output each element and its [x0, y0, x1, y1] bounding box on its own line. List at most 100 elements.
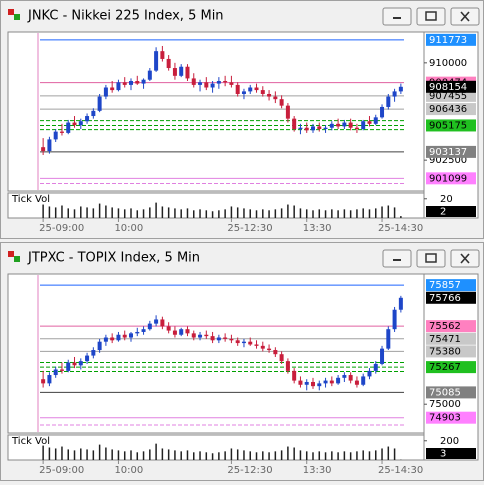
candle-body: [160, 319, 165, 327]
maximize-icon: [425, 11, 437, 21]
candle-body: [373, 117, 378, 124]
candle-body: [47, 139, 52, 152]
candle-body: [361, 376, 366, 385]
volume-tick-label: 200: [440, 436, 459, 447]
candle-body: [147, 70, 152, 80]
maximize-icon: [425, 253, 437, 263]
candle-body: [97, 96, 102, 111]
level-label: 906436: [429, 104, 467, 115]
chart-window: JTPXC - TOPIX Index, 5 Min 75000 75857 7556…: [0, 242, 484, 481]
candle-body: [103, 87, 108, 97]
level-label-box: [426, 33, 476, 46]
level-label: 75085: [429, 387, 461, 398]
candle-body: [248, 341, 253, 345]
candle-body: [354, 380, 359, 385]
candle-body: [198, 82, 203, 85]
candle-body: [354, 127, 359, 130]
candle-body: [204, 334, 209, 337]
candle-body: [336, 377, 341, 384]
candle-body: [279, 99, 284, 106]
candle-body: [116, 82, 121, 91]
level-label-box: [426, 345, 476, 358]
candle-body: [229, 338, 234, 341]
level-label-box: [426, 332, 476, 345]
minimize-icon: [393, 17, 401, 19]
candle-body: [229, 82, 234, 85]
candle-body: [204, 82, 209, 88]
candle-body: [172, 330, 177, 335]
candle-body: [285, 105, 290, 119]
maximize-button[interactable]: [416, 7, 446, 26]
current-volume-box: [426, 206, 476, 217]
candle-body: [235, 84, 240, 94]
level-label-box: [426, 386, 476, 399]
candle-body: [141, 79, 146, 84]
candle-body: [122, 82, 127, 85]
level-label: 75471: [429, 334, 461, 345]
candle-body: [223, 81, 228, 83]
candle-body: [348, 375, 353, 381]
candle-body: [198, 334, 203, 338]
candle-body: [53, 369, 58, 376]
level-label: 74903: [429, 413, 461, 424]
minimize-icon: [393, 259, 401, 261]
candle-body: [380, 106, 385, 118]
candle-body: [392, 309, 397, 330]
level-label-box: [426, 172, 476, 185]
level-label: 911773: [429, 35, 467, 46]
candle-body: [386, 329, 391, 349]
candle-body: [342, 122, 347, 127]
candle-body: [304, 381, 309, 385]
x-tick-label: 10:00: [114, 223, 143, 234]
level-label: 907455: [429, 91, 467, 102]
candle-body: [78, 121, 83, 126]
app-icon: [8, 9, 14, 15]
x-tick-label: 25-09:00: [39, 465, 84, 476]
candle-body: [317, 126, 322, 130]
candle-body: [191, 78, 196, 85]
candle-body: [235, 340, 240, 344]
current-price: 75766: [429, 293, 461, 304]
minimize-button[interactable]: [382, 7, 412, 26]
close-icon: [460, 11, 470, 22]
candle-body: [135, 81, 140, 84]
minimize-button[interactable]: [382, 249, 412, 268]
level-label-box: [426, 145, 476, 158]
level-label: 905175: [429, 120, 467, 131]
x-tick-label: 25-14:30: [378, 465, 423, 476]
candle-body: [373, 363, 378, 371]
level-label: 901099: [429, 173, 467, 184]
candle-body: [41, 379, 46, 384]
candle-body: [85, 116, 90, 122]
candle-body: [185, 66, 190, 79]
candle-body: [398, 297, 403, 310]
candle-body: [260, 90, 265, 94]
level-label-box: [426, 320, 476, 333]
level-label-box: [426, 119, 476, 132]
candle-body: [267, 348, 272, 351]
candle-body: [323, 380, 328, 384]
candle-body: [279, 354, 284, 362]
candle-body: [122, 334, 127, 338]
candle-body: [386, 96, 391, 107]
candle-body: [103, 337, 108, 342]
chart-window: JNKC - Nikkei 225 Index, 5 Min 910000 9025…: [0, 0, 484, 239]
maximize-button[interactable]: [416, 249, 446, 268]
volume-label: Tick Vol: [11, 194, 50, 205]
candle-body: [398, 86, 403, 92]
current-volume: 3: [440, 449, 446, 460]
candle-body: [91, 110, 96, 117]
level-label-box: [426, 411, 476, 424]
candle-body: [116, 334, 121, 341]
candle-body: [91, 350, 96, 356]
y-tick-label: 910000: [429, 58, 467, 69]
candle-body: [147, 323, 152, 330]
current-price-box: [426, 291, 476, 304]
candle-body: [292, 370, 297, 381]
candle-body: [292, 118, 297, 130]
level-label-box: [426, 103, 476, 116]
x-tick-label: 13:30: [303, 223, 332, 234]
candle-body: [166, 326, 171, 331]
current-volume: 2: [440, 207, 446, 218]
candle-body: [241, 341, 246, 344]
